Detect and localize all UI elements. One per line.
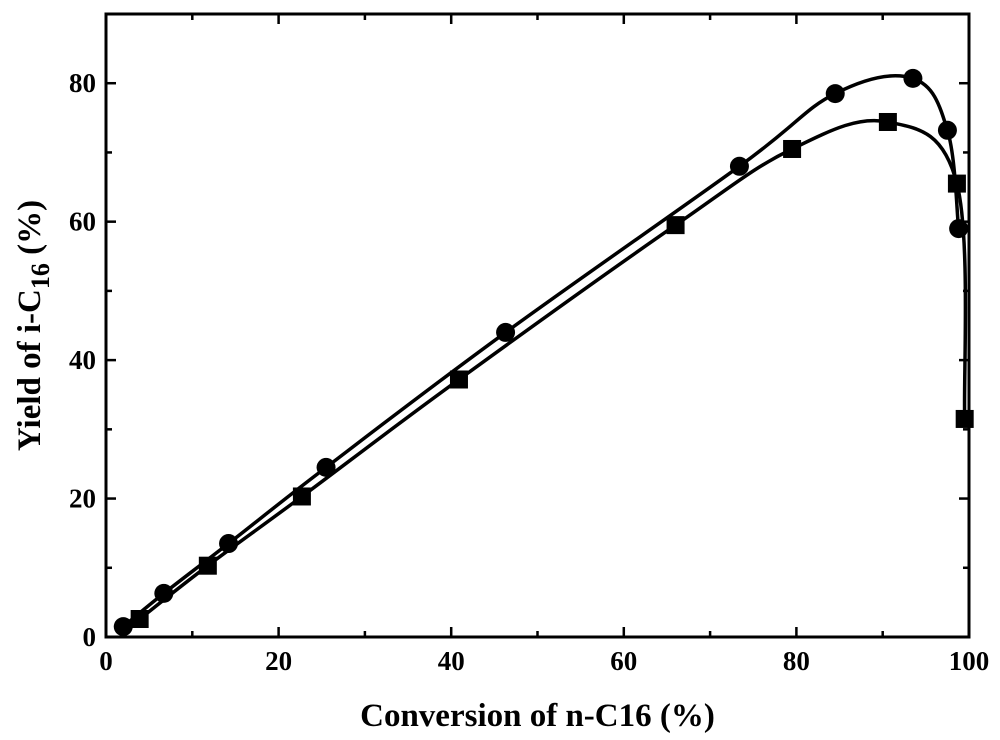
x-tick-label: 40 bbox=[438, 646, 465, 676]
data-point-square bbox=[783, 139, 802, 158]
x-tick-label: 60 bbox=[610, 646, 637, 676]
data-point-square bbox=[198, 556, 217, 575]
data-point-circle bbox=[496, 322, 516, 342]
data-point-square bbox=[955, 409, 974, 428]
x-tick-label: 80 bbox=[783, 646, 810, 676]
data-point-circle bbox=[219, 534, 239, 554]
x-axis-title: Conversion of n-C16 (%) bbox=[360, 698, 715, 734]
plot-frame bbox=[104, 12, 971, 639]
data-point-square bbox=[947, 174, 966, 193]
x-tick-label: 100 bbox=[949, 646, 990, 676]
y-tick-label: 60 bbox=[69, 207, 96, 237]
data-point-circle bbox=[949, 219, 969, 239]
data-point-circle bbox=[729, 156, 749, 176]
series-line-circle bbox=[121, 74, 961, 629]
series-markers bbox=[113, 68, 974, 637]
data-point-square bbox=[666, 216, 685, 235]
y-tick-label: 40 bbox=[69, 345, 96, 375]
x-tick-label: 20 bbox=[265, 646, 292, 676]
data-point-circle bbox=[316, 457, 336, 477]
data-point-circle bbox=[937, 120, 957, 140]
series-line-square bbox=[137, 118, 968, 621]
data-point-square bbox=[292, 487, 311, 506]
y-axis-title-prefix: Yield of i-C bbox=[12, 289, 48, 451]
y-tick-label: 20 bbox=[69, 484, 96, 514]
data-point-square bbox=[130, 610, 149, 629]
data-point-circle bbox=[113, 617, 133, 637]
x-tick-label: 0 bbox=[99, 646, 113, 676]
y-tick-label: 0 bbox=[83, 622, 97, 652]
data-point-circle bbox=[154, 583, 174, 603]
y-axis-title: Yield of i-C16 (%) bbox=[12, 200, 55, 451]
y-axis-title-suffix: (%) bbox=[12, 200, 48, 263]
data-point-circle bbox=[903, 68, 923, 88]
data-point-square bbox=[878, 112, 897, 131]
y-tick-label: 80 bbox=[69, 68, 96, 98]
ticks-layer: 0 20 40 60 80 100 0 20 40 60 80 bbox=[69, 14, 989, 676]
data-point-circle bbox=[825, 84, 845, 104]
data-point-square bbox=[449, 370, 468, 389]
y-axis-title-subscript: 16 bbox=[26, 263, 55, 289]
series-lines bbox=[121, 74, 968, 629]
